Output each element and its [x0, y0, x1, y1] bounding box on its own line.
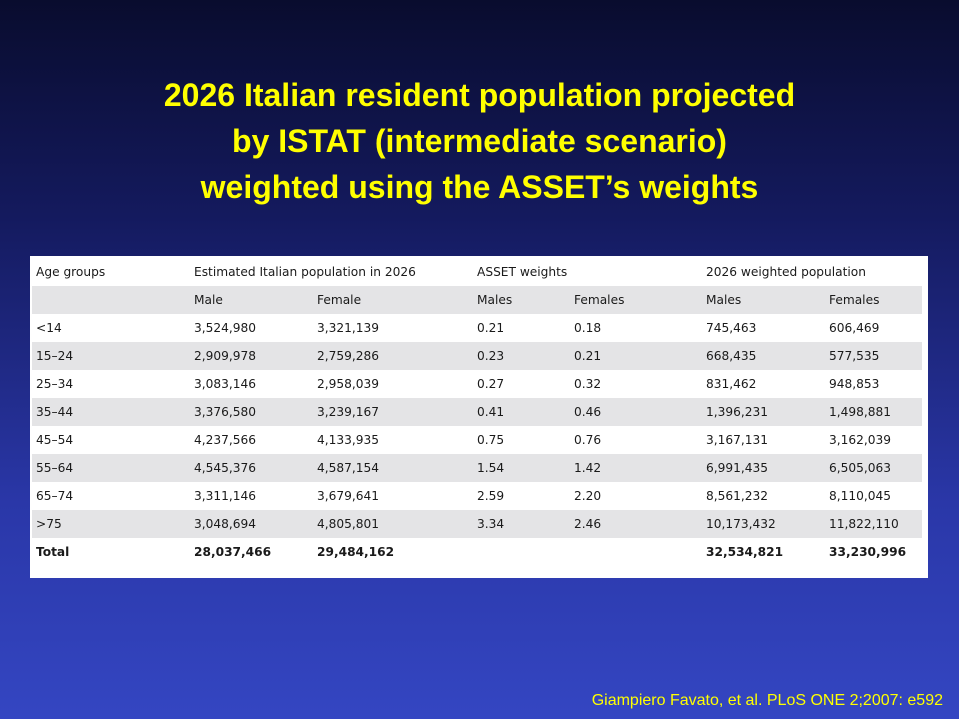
cell-w-female: 2.46 — [570, 510, 702, 538]
cell-female: 3,321,139 — [317, 321, 380, 335]
cell-male: 2,909,978 — [190, 342, 313, 370]
slide-title: 2026 Italian resident population project… — [60, 72, 899, 210]
cell-male: 3,311,146 — [194, 489, 257, 503]
cell-age: 65–74 — [36, 489, 74, 503]
cell-w-female: 0.21 — [570, 342, 702, 370]
header-estimated-population: Estimated Italian population in 2026 — [190, 258, 473, 286]
cell-w-male: 0.41 — [473, 398, 570, 426]
cell-w-female: 0.46 — [570, 398, 702, 426]
total-weighted-females: 33,230,996 — [829, 545, 907, 559]
cell-p-female: 577,535 — [825, 342, 922, 370]
cell-female: 3,239,167 — [313, 398, 473, 426]
cell-female: 3,679,641 — [317, 489, 380, 503]
cell-male: 3,083,146 — [194, 377, 257, 391]
cell-p-female: 8,110,045 — [829, 489, 892, 503]
population-table-panel: Age groups Estimated Italian population … — [30, 256, 928, 578]
cell-age: 35–44 — [32, 398, 190, 426]
table-row: <14 3,524,980 3,321,139 0.21 0.18 745,463 606,… — [32, 314, 922, 342]
cell-w-male: 2.59 — [477, 489, 505, 503]
table-row: 25–34 3,083,146 2,958,039 0.27 0.32 831,462 94… — [32, 370, 922, 398]
cell-p-male: 10,173,432 — [702, 510, 825, 538]
header-age-groups: Age groups — [32, 258, 190, 286]
cell-male: 3,376,580 — [190, 398, 313, 426]
cell-p-female: 11,822,110 — [825, 510, 922, 538]
cell-age: 45–54 — [36, 433, 74, 447]
total-weighted-males: 32,534,821 — [706, 545, 784, 559]
cell-p-male: 3,167,131 — [706, 433, 769, 447]
table-body: Age groups Estimated Italian population … — [32, 258, 922, 566]
cell-p-male: 8,561,232 — [706, 489, 769, 503]
header-weighted-population: 2026 weighted population — [702, 258, 922, 286]
cell-p-female: 606,469 — [829, 321, 880, 335]
cell-female: 2,759,286 — [313, 342, 473, 370]
cell-w-male: 0.23 — [473, 342, 570, 370]
table-row: 65–74 3,311,146 3,679,641 2.59 2.20 8,561,232… — [32, 482, 922, 510]
title-line-1: 2026 Italian resident population project… — [163, 77, 796, 113]
total-weight-females — [570, 538, 702, 566]
cell-w-female: 0.76 — [574, 433, 602, 447]
cell-female: 4,587,154 — [313, 454, 473, 482]
cell-p-male: 745,463 — [706, 321, 757, 335]
total-female: 29,484,162 — [317, 545, 395, 559]
citation: Giampiero Favato, et al. PLoS ONE 2;2007… — [591, 692, 943, 709]
table-row: 45–54 4,237,566 4,133,935 0.75 0.76 3,167,131… — [32, 426, 922, 454]
cell-w-male: 3.34 — [473, 510, 570, 538]
title-line-2: by ISTAT (intermediate scenario) — [232, 123, 727, 159]
population-table: Age groups Estimated Italian population … — [32, 258, 922, 566]
table-sub-header-row: Male Female Males Females Males Females — [32, 286, 922, 314]
cell-w-female: 2.20 — [574, 489, 602, 503]
cell-p-female: 1,498,881 — [825, 398, 922, 426]
table-group-header-row: Age groups Estimated Italian population … — [32, 258, 922, 286]
title-line-3: weighted using the ASSET’s weights — [200, 169, 759, 205]
header-asset-weights: ASSET weights — [473, 258, 702, 286]
header-weighted-females: Females — [825, 286, 922, 314]
table-row: 55–64 4,545,376 4,587,154 1.54 1.42 6,991,435… — [32, 454, 922, 482]
cell-w-female: 0.18 — [574, 321, 602, 335]
table-total-row: Total 28,037,466 29,484,162 32,534,821 33,23… — [32, 538, 922, 566]
cell-age: >75 — [32, 510, 190, 538]
header-weighted-males: Males — [702, 286, 825, 314]
total-male: 28,037,466 — [194, 545, 272, 559]
cell-p-male: 831,462 — [706, 377, 757, 391]
cell-male: 4,545,376 — [190, 454, 313, 482]
cell-age: 25–34 — [36, 377, 74, 391]
cell-age: 55–64 — [32, 454, 190, 482]
cell-p-female: 6,505,063 — [825, 454, 922, 482]
cell-female: 4,805,801 — [313, 510, 473, 538]
header-est-female: Female — [313, 286, 473, 314]
total-label: Total — [36, 545, 70, 559]
table-row: >75 3,048,694 4,805,801 3.34 2.46 10,173,432 1… — [32, 510, 922, 538]
cell-age: 15–24 — [32, 342, 190, 370]
total-weight-males — [473, 538, 570, 566]
cell-p-female: 3,162,039 — [829, 433, 892, 447]
cell-p-male: 6,991,435 — [702, 454, 825, 482]
header-est-male: Male — [190, 286, 313, 314]
cell-male: 4,237,566 — [194, 433, 257, 447]
cell-w-male: 0.27 — [477, 377, 505, 391]
table-row: 15–24 2,909,978 2,759,286 0.23 0.21 668,435 57… — [32, 342, 922, 370]
cell-male: 3,524,980 — [194, 321, 257, 335]
cell-w-male: 0.75 — [477, 433, 505, 447]
header-weight-females: Females — [570, 286, 702, 314]
cell-p-female: 948,853 — [829, 377, 880, 391]
cell-male: 3,048,694 — [190, 510, 313, 538]
cell-p-male: 668,435 — [702, 342, 825, 370]
cell-female: 4,133,935 — [317, 433, 380, 447]
cell-w-male: 1.54 — [473, 454, 570, 482]
header-blank — [32, 286, 190, 314]
cell-w-female: 0.32 — [574, 377, 602, 391]
cell-w-male: 0.21 — [477, 321, 505, 335]
cell-female: 2,958,039 — [317, 377, 380, 391]
cell-p-male: 1,396,231 — [702, 398, 825, 426]
table-row: 35–44 3,376,580 3,239,167 0.41 0.46 1,396,231… — [32, 398, 922, 426]
header-weight-males: Males — [473, 286, 570, 314]
cell-w-female: 1.42 — [570, 454, 702, 482]
cell-age: <14 — [36, 321, 62, 335]
